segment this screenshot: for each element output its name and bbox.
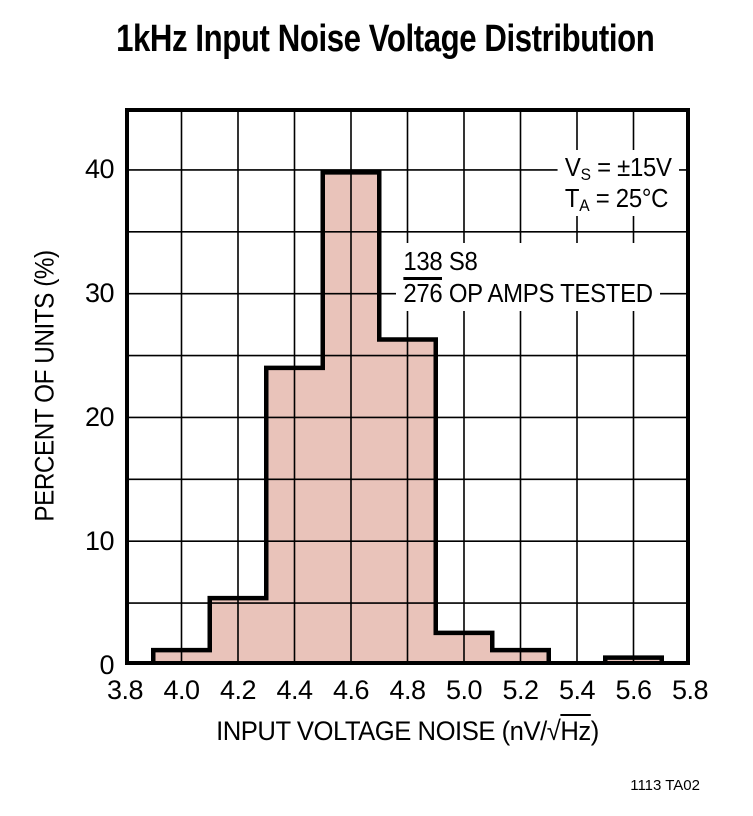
x-tick-label: 5.4 (558, 675, 596, 705)
chart-title-text: 1kHz Input Noise Voltage Distribution (115, 18, 655, 60)
x-tick-label: 3.8 (106, 675, 144, 705)
plot-area (125, 108, 690, 665)
x-axis-label-radicand: Hz (560, 716, 591, 746)
x-axis-label-prefix: INPUT VOLTAGE NOISE (nV/ (216, 716, 547, 746)
x-tick-label: 4.2 (219, 675, 257, 705)
x-tick-label: 4.4 (276, 675, 313, 705)
square-root-symbol: √ (546, 716, 561, 746)
sample-count-denominator-line: 276 OP AMPS TESTED (403, 277, 653, 309)
op-amps-tested-label: OP AMPS TESTED (442, 278, 653, 308)
sample-count-numerator: 138 (403, 245, 443, 280)
histogram-bar-outline (603, 655, 664, 665)
histogram-bar-outline (151, 170, 551, 665)
y-tick-label: 0 (99, 649, 114, 680)
x-tick-label: 5.0 (445, 675, 483, 705)
test-conditions-annotation: VS = ±15V TA = 25°C (557, 150, 679, 216)
temperature-value: = 25°C (589, 183, 669, 213)
sample-count-annotation: 138 S8 276 OP AMPS TESTED (396, 243, 661, 311)
x-tick-label: 4.8 (389, 675, 426, 705)
y-tick-label: 30 (84, 278, 115, 309)
supply-value: = ±15V (590, 152, 672, 182)
temperature-condition: TA = 25°C (565, 183, 672, 214)
y-tick-label: 10 (84, 525, 115, 556)
package-type-label: S8 (442, 246, 478, 276)
sample-count-numerator-line: 138 S8 (403, 245, 652, 280)
x-tick-label: 5.2 (502, 675, 539, 705)
x-tick-label: 5.6 (615, 675, 652, 705)
x-axis-label: INPUT VOLTAGE NOISE (nV/√Hz) (125, 716, 690, 747)
x-axis-label-suffix: ) (590, 716, 600, 746)
temperature-symbol-subscript: A (579, 196, 590, 216)
supply-symbol: V (564, 152, 581, 182)
sample-count-denominator: 276 (403, 278, 443, 308)
figure-code: 1113 TA02 (630, 777, 700, 794)
x-tick-label: 5.8 (671, 675, 709, 705)
y-tick-label: 20 (84, 401, 115, 432)
y-tick-label: 40 (84, 154, 115, 185)
supply-voltage-condition: VS = ±15V (565, 152, 672, 183)
temperature-symbol: T (564, 183, 580, 213)
plot-border (125, 108, 690, 665)
x-axis-label-text: INPUT VOLTAGE NOISE (nV/√Hz) (216, 716, 599, 747)
chart-title: 1kHz Input Noise Voltage Distribution (55, 18, 715, 61)
x-tick-label: 4.0 (163, 675, 200, 705)
supply-symbol-subscript: S (580, 165, 591, 185)
x-tick-label: 4.6 (332, 675, 370, 705)
